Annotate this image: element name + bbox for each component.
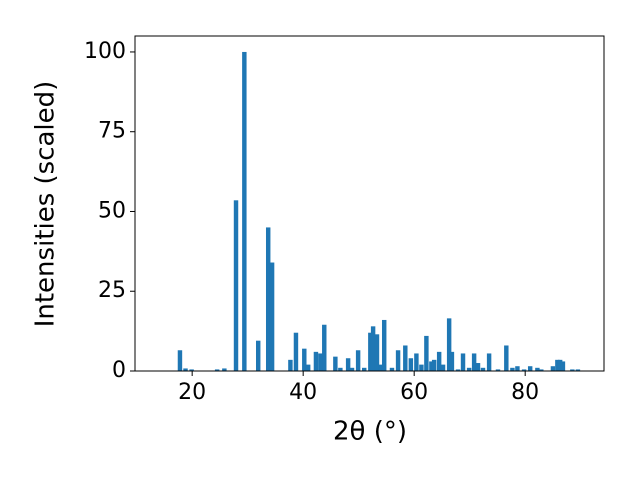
x-tick-label: 60 bbox=[400, 380, 428, 405]
bar bbox=[480, 367, 486, 371]
bar bbox=[539, 369, 544, 371]
bar bbox=[362, 367, 367, 371]
bar bbox=[374, 334, 380, 371]
bar bbox=[233, 200, 239, 371]
bar bbox=[318, 353, 323, 371]
y-tick-label: 50 bbox=[98, 198, 126, 223]
bar bbox=[338, 367, 343, 371]
bar bbox=[460, 353, 466, 371]
bar bbox=[557, 359, 563, 371]
bar bbox=[408, 358, 414, 371]
bar bbox=[302, 348, 307, 371]
x-tick-label: 20 bbox=[178, 380, 206, 405]
bar bbox=[183, 368, 188, 371]
plot-frame bbox=[134, 35, 605, 372]
bar bbox=[288, 359, 293, 371]
bar bbox=[431, 359, 437, 371]
x-axis-label: 2θ (°) bbox=[333, 417, 407, 447]
bar bbox=[368, 332, 373, 371]
bar bbox=[424, 335, 429, 371]
bar bbox=[345, 358, 351, 371]
bar bbox=[560, 361, 566, 371]
bar bbox=[575, 369, 581, 371]
bar bbox=[349, 367, 355, 371]
bar bbox=[550, 366, 556, 371]
bar bbox=[440, 364, 446, 371]
bar bbox=[510, 367, 515, 371]
bar bbox=[313, 351, 319, 371]
bar bbox=[381, 319, 387, 371]
bar bbox=[455, 369, 461, 371]
bar bbox=[189, 369, 194, 371]
bar bbox=[355, 350, 361, 371]
bar bbox=[436, 351, 442, 371]
bar bbox=[389, 367, 395, 371]
bar bbox=[429, 361, 434, 371]
y-tick-label: 100 bbox=[84, 39, 126, 64]
bar bbox=[370, 326, 376, 371]
bar bbox=[446, 318, 452, 371]
x-tick-label: 40 bbox=[289, 380, 317, 405]
bar bbox=[471, 353, 477, 371]
bar bbox=[177, 350, 183, 371]
bar bbox=[535, 367, 540, 371]
bar bbox=[555, 359, 560, 371]
y-tick-label: 0 bbox=[112, 358, 126, 383]
bar bbox=[504, 345, 509, 371]
bar bbox=[449, 351, 455, 371]
bar bbox=[570, 369, 575, 371]
bar bbox=[222, 368, 227, 371]
bar bbox=[395, 350, 401, 371]
bar bbox=[419, 364, 424, 371]
y-axis-label: Intensities (scaled) bbox=[31, 81, 61, 328]
bar bbox=[414, 353, 419, 371]
y-tick-label: 75 bbox=[98, 119, 126, 144]
bar bbox=[527, 366, 533, 371]
bar bbox=[265, 227, 271, 371]
bar bbox=[495, 369, 501, 371]
bar bbox=[322, 324, 327, 371]
bar bbox=[486, 353, 492, 371]
bar bbox=[242, 51, 247, 371]
x-tick-label: 80 bbox=[511, 380, 539, 405]
bar bbox=[255, 340, 261, 371]
bar bbox=[293, 332, 299, 371]
bar bbox=[214, 369, 220, 371]
bar bbox=[515, 366, 520, 371]
bar bbox=[403, 345, 408, 371]
bar bbox=[333, 356, 338, 371]
bar bbox=[475, 363, 481, 371]
bar bbox=[521, 369, 527, 371]
y-tick-label: 25 bbox=[98, 278, 126, 303]
bar bbox=[269, 262, 275, 371]
bar bbox=[305, 364, 311, 371]
bar bbox=[378, 364, 383, 371]
bar bbox=[466, 367, 472, 371]
